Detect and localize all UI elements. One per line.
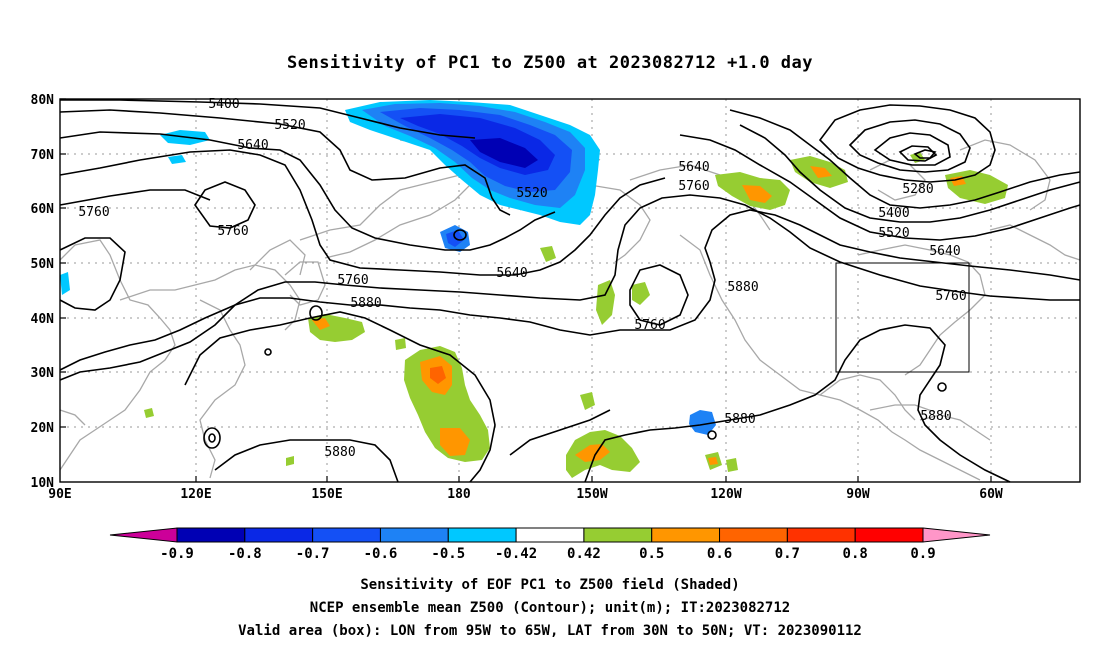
contour-label: 5520 <box>516 186 547 201</box>
sensitivity-shading <box>60 100 1008 478</box>
contour-label: 5760 <box>634 318 665 333</box>
lon-label: 150E <box>311 487 342 502</box>
caption-shaded: Sensitivity of EOF PC1 to Z500 field (Sh… <box>360 577 739 593</box>
colorbar-swatch <box>515 527 585 543</box>
lon-label: 60W <box>979 487 1003 502</box>
contour-label: 5760 <box>678 179 709 194</box>
caption-valid-area: Valid area (box): LON from 95W to 65W, L… <box>238 623 862 639</box>
contour-label: 5880 <box>324 445 355 460</box>
colorbar-label: -0.7 <box>296 546 330 562</box>
axis-ticks <box>60 98 992 482</box>
colorbar-label: 0.8 <box>843 546 868 562</box>
contour-label: 5760 <box>935 289 966 304</box>
colorbar-swatch <box>447 527 517 543</box>
colorbar-label: -0.5 <box>431 546 465 562</box>
contour-label: 5400 <box>208 97 239 112</box>
lat-label: 50N <box>31 257 55 272</box>
lon-label: 180 <box>447 487 471 502</box>
contour-label: 5880 <box>727 280 758 295</box>
lat-label: 20N <box>31 421 55 436</box>
colorbar-label: 0.9 <box>910 546 935 562</box>
colorbar-label: -0.6 <box>364 546 398 562</box>
lon-label: 90W <box>846 487 870 502</box>
map-frame <box>59 98 1081 483</box>
lon-label: 120W <box>710 487 741 502</box>
map-panel: 5400 5520 5640 5760 5760 5520 5640 5760 … <box>31 93 1081 502</box>
longitude-labels: 90E 120E 150E 180 150W 120W 90W 60W <box>48 487 1003 502</box>
contour-labels: 5400 5520 5640 5760 5760 5520 5640 5760 … <box>78 97 966 460</box>
contour-label: 5640 <box>496 266 527 281</box>
colorbar-label: 0.42 <box>567 546 601 562</box>
colorbar-swatch <box>786 527 856 543</box>
colorbar-swatch <box>176 527 246 543</box>
colorbar-label: 0.7 <box>775 546 800 562</box>
colorbar-swatch <box>312 527 381 543</box>
colorbar-label: 0.5 <box>639 546 664 562</box>
colorbar: -0.9 -0.8 -0.7 -0.6 -0.5 -0.42 0.42 0.5 0.6 0.7 0.… <box>109 527 991 562</box>
colorbar-label: -0.9 <box>160 546 194 562</box>
contour-label: 5880 <box>350 296 381 311</box>
colorbar-label: 0.6 <box>707 546 732 562</box>
lat-label: 30N <box>31 366 55 381</box>
lon-label: 120E <box>180 487 211 502</box>
colorbar-swatch <box>244 527 314 543</box>
z500-contours <box>59 99 1081 483</box>
colorbar-swatch <box>583 527 653 543</box>
contour-label: 5640 <box>929 244 960 259</box>
contour-label: 5760 <box>78 205 109 220</box>
caption-contour: NCEP ensemble mean Z500 (Contour); unit(… <box>310 600 790 616</box>
colorbar-label: -0.8 <box>228 546 262 562</box>
lat-label: 60N <box>31 202 55 217</box>
colorbar-swatch <box>854 527 924 543</box>
contour-label: 5760 <box>217 224 248 239</box>
contour-label: 5880 <box>724 412 755 427</box>
colorbar-high-triangle <box>922 527 991 543</box>
lon-label: 90E <box>48 487 71 502</box>
lat-label: 80N <box>31 93 55 108</box>
contour-label: 5400 <box>878 206 909 221</box>
contour-label: 5760 <box>337 273 368 288</box>
contour-label: 5520 <box>274 118 305 133</box>
contour-label: 5280 <box>902 182 933 197</box>
lat-label: 70N <box>31 148 55 163</box>
contour-label: 5520 <box>878 226 909 241</box>
lat-label: 10N <box>31 476 55 491</box>
contour-label: 5640 <box>678 160 709 175</box>
chart-title: Sensitivity of PC1 to Z500 at 2023082712… <box>287 53 813 73</box>
colorbar-label: -0.42 <box>495 546 537 562</box>
contour-label: 5640 <box>237 138 268 153</box>
latitude-labels: 80N 70N 60N 50N 40N 30N 20N 10N <box>31 93 55 491</box>
colorbar-swatch <box>651 527 721 543</box>
colorbar-low-triangle <box>109 527 178 543</box>
lat-label: 40N <box>31 312 55 327</box>
colorbar-swatch <box>719 527 788 543</box>
lon-label: 150W <box>576 487 607 502</box>
colorbar-swatch <box>379 527 449 543</box>
valid-area-box <box>835 262 970 373</box>
contour-label: 5880 <box>920 409 951 424</box>
